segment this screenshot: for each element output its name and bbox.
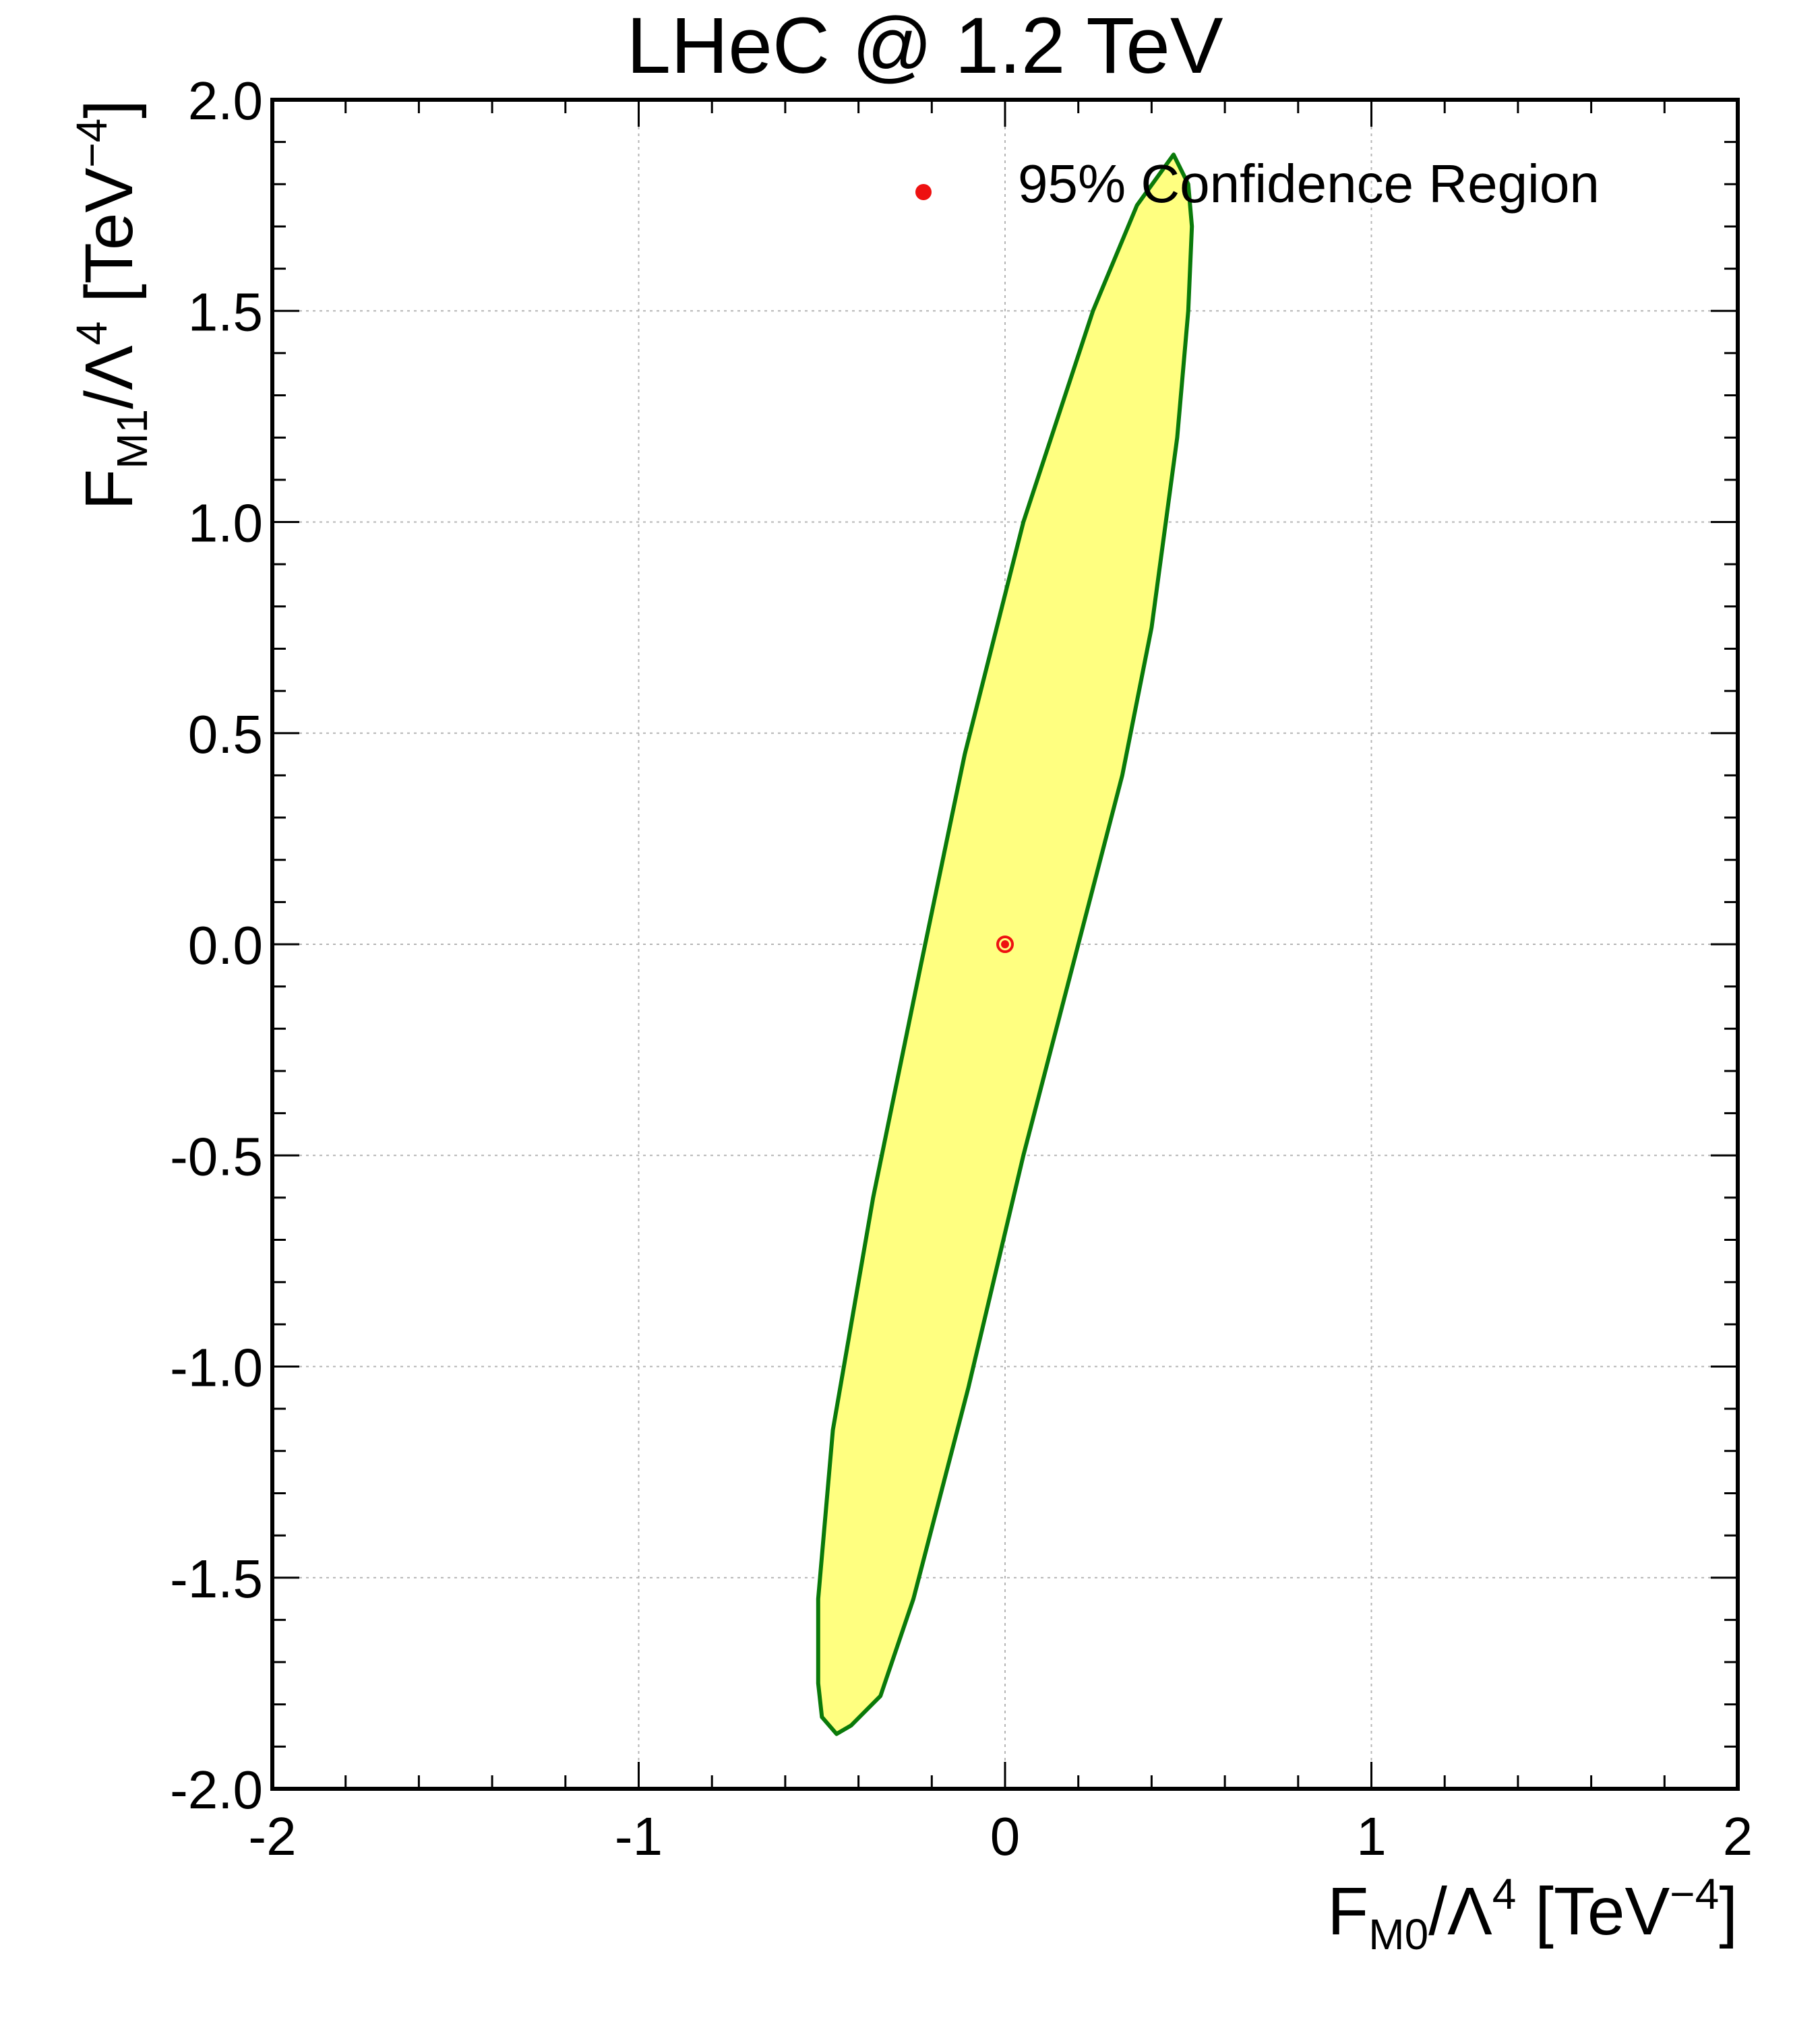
y-tick-label: 1.5 [188, 282, 263, 342]
x-axis-label: FM0/Λ4 [TeV−4] [1327, 1870, 1738, 1959]
tick-labels: -2 -1 0 1 2 -2.0 -1.5 -1.0 -0.5 0.0 0.5 1.0 1.5 2.0 [170, 71, 1753, 1866]
y-tick-label: 0.5 [188, 704, 263, 764]
y-tick-label: -1.0 [170, 1338, 263, 1398]
y-tick-label: -2.0 [170, 1760, 263, 1820]
x-tick-label: -2 [248, 1806, 296, 1866]
y-tick-label: -0.5 [170, 1126, 263, 1186]
y-tick-label: 2.0 [188, 71, 263, 131]
best-fit-ring [996, 936, 1014, 953]
legend: 95% Confidence Region [915, 154, 1600, 214]
y-axis-label: FM1/Λ4 [TeV−4] [67, 100, 156, 510]
y-tick-label: -1.5 [170, 1549, 263, 1609]
ticks [271, 98, 1739, 1790]
best-fit-layer [996, 936, 1014, 953]
x-tick-label: 1 [1356, 1806, 1387, 1866]
best-fit-point [1001, 940, 1009, 948]
legend-marker [915, 184, 932, 200]
legend-label: 95% Confidence Region [1018, 154, 1600, 214]
y-tick-label: 1.0 [188, 493, 263, 553]
x-tick-label: 0 [990, 1806, 1021, 1866]
chart-title: LHeC @ 1.2 TeV [626, 1, 1223, 90]
y-tick-label: 0.0 [188, 915, 263, 975]
x-tick-label: -1 [615, 1806, 663, 1866]
x-tick-label: 2 [1723, 1806, 1753, 1866]
